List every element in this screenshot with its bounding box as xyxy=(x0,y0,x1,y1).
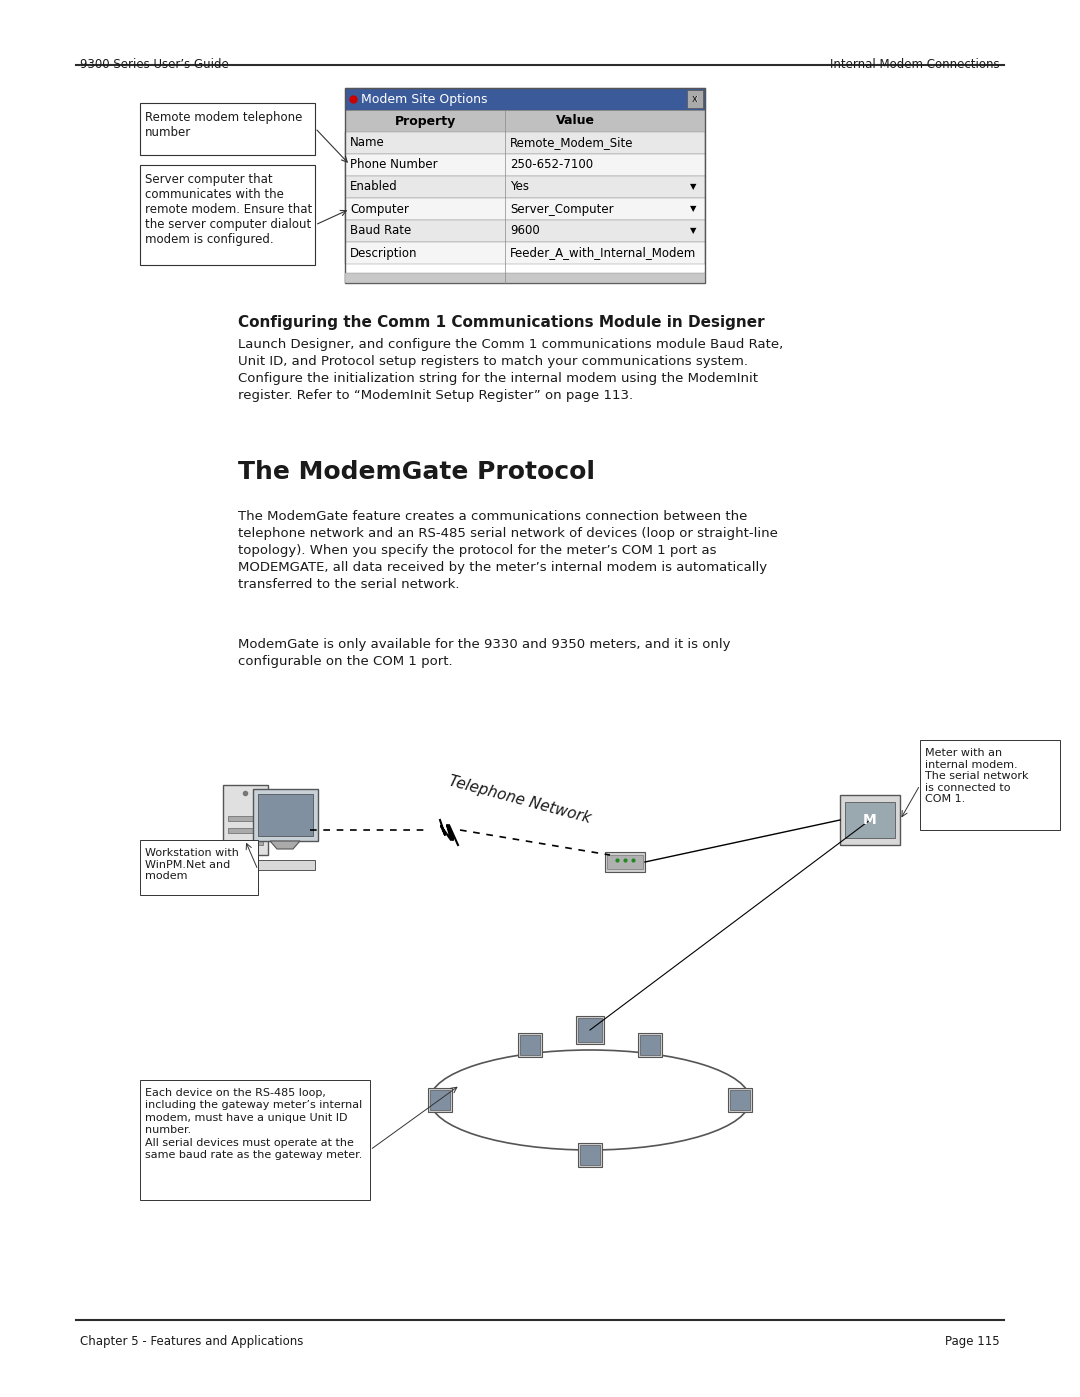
FancyBboxPatch shape xyxy=(257,793,312,835)
Text: Description: Description xyxy=(350,246,418,260)
FancyBboxPatch shape xyxy=(687,89,703,108)
Text: M: M xyxy=(863,813,877,827)
FancyBboxPatch shape xyxy=(640,1035,660,1055)
FancyBboxPatch shape xyxy=(345,219,705,242)
Text: Server_Computer: Server_Computer xyxy=(510,203,613,215)
FancyBboxPatch shape xyxy=(345,198,705,219)
Text: Remote_Modem_Site: Remote_Modem_Site xyxy=(510,137,634,149)
FancyBboxPatch shape xyxy=(345,242,705,264)
Text: Computer: Computer xyxy=(350,203,409,215)
FancyBboxPatch shape xyxy=(578,1143,602,1166)
FancyBboxPatch shape xyxy=(728,1088,752,1112)
Text: Yes: Yes xyxy=(510,180,529,194)
FancyBboxPatch shape xyxy=(578,1018,602,1042)
FancyBboxPatch shape xyxy=(345,110,705,131)
Text: Internal Modem Connections: Internal Modem Connections xyxy=(831,59,1000,71)
FancyBboxPatch shape xyxy=(840,795,900,845)
FancyBboxPatch shape xyxy=(605,852,645,872)
FancyBboxPatch shape xyxy=(430,1090,450,1111)
Text: Remote modem telephone
number: Remote modem telephone number xyxy=(145,110,302,138)
Text: Modem Site Options: Modem Site Options xyxy=(361,92,487,106)
Text: The ModemGate feature creates a communications connection between the
telephone : The ModemGate feature creates a communic… xyxy=(238,510,778,591)
Text: Phone Number: Phone Number xyxy=(350,158,437,172)
FancyBboxPatch shape xyxy=(228,816,262,821)
FancyBboxPatch shape xyxy=(222,785,268,855)
FancyBboxPatch shape xyxy=(140,1080,370,1200)
FancyBboxPatch shape xyxy=(845,802,895,838)
Text: Baud Rate: Baud Rate xyxy=(350,225,411,237)
FancyBboxPatch shape xyxy=(140,165,315,265)
FancyBboxPatch shape xyxy=(253,789,318,841)
Text: ▼: ▼ xyxy=(690,204,697,214)
FancyBboxPatch shape xyxy=(245,861,315,870)
Text: 250-652-7100: 250-652-7100 xyxy=(510,158,593,172)
Text: 9300 Series User’s Guide: 9300 Series User’s Guide xyxy=(80,59,229,71)
FancyBboxPatch shape xyxy=(228,828,262,833)
FancyBboxPatch shape xyxy=(140,103,315,155)
FancyBboxPatch shape xyxy=(345,131,705,154)
FancyBboxPatch shape xyxy=(345,154,705,176)
FancyBboxPatch shape xyxy=(607,855,643,869)
Text: x: x xyxy=(691,94,699,103)
FancyBboxPatch shape xyxy=(920,740,1059,830)
Text: Telephone Network: Telephone Network xyxy=(447,774,593,826)
Text: The ModemGate Protocol: The ModemGate Protocol xyxy=(238,460,595,483)
FancyBboxPatch shape xyxy=(638,1032,662,1058)
Polygon shape xyxy=(270,841,300,849)
Text: x: x xyxy=(692,94,698,103)
FancyBboxPatch shape xyxy=(228,840,262,845)
Text: Page 115: Page 115 xyxy=(945,1336,1000,1348)
Text: Feeder_A_with_Internal_Modem: Feeder_A_with_Internal_Modem xyxy=(510,246,697,260)
Text: Chapter 5 - Features and Applications: Chapter 5 - Features and Applications xyxy=(80,1336,303,1348)
FancyBboxPatch shape xyxy=(140,840,258,895)
Text: Name: Name xyxy=(350,137,384,149)
Text: Launch Designer, and configure the Comm 1 communications module Baud Rate,
Unit : Launch Designer, and configure the Comm … xyxy=(238,338,783,402)
FancyBboxPatch shape xyxy=(345,176,705,198)
FancyBboxPatch shape xyxy=(580,1146,600,1165)
Text: Server computer that
communicates with the
remote modem. Ensure that
the server : Server computer that communicates with t… xyxy=(145,173,312,246)
FancyBboxPatch shape xyxy=(345,88,705,110)
FancyBboxPatch shape xyxy=(730,1090,750,1111)
FancyBboxPatch shape xyxy=(428,1088,453,1112)
Text: Each device on the RS-485 loop,
including the gateway meter’s internal
modem, mu: Each device on the RS-485 loop, includin… xyxy=(145,1088,363,1160)
FancyBboxPatch shape xyxy=(519,1035,540,1055)
Text: Property: Property xyxy=(394,115,456,127)
FancyBboxPatch shape xyxy=(518,1032,542,1058)
Text: 9600: 9600 xyxy=(510,225,540,237)
Text: Enabled: Enabled xyxy=(350,180,397,194)
FancyBboxPatch shape xyxy=(345,272,705,284)
Text: ▼: ▼ xyxy=(690,183,697,191)
FancyBboxPatch shape xyxy=(576,1016,604,1044)
Text: Configuring the Comm 1 Communications Module in Designer: Configuring the Comm 1 Communications Mo… xyxy=(238,314,765,330)
Text: Value: Value xyxy=(555,115,594,127)
Text: ModemGate is only available for the 9330 and 9350 meters, and it is only
configu: ModemGate is only available for the 9330… xyxy=(238,638,730,668)
Text: Meter with an
internal modem.
The serial network
is connected to
COM 1.: Meter with an internal modem. The serial… xyxy=(924,747,1028,805)
Text: Workstation with
WinPM.Net and
modem: Workstation with WinPM.Net and modem xyxy=(145,848,239,882)
Text: ▼: ▼ xyxy=(690,226,697,236)
